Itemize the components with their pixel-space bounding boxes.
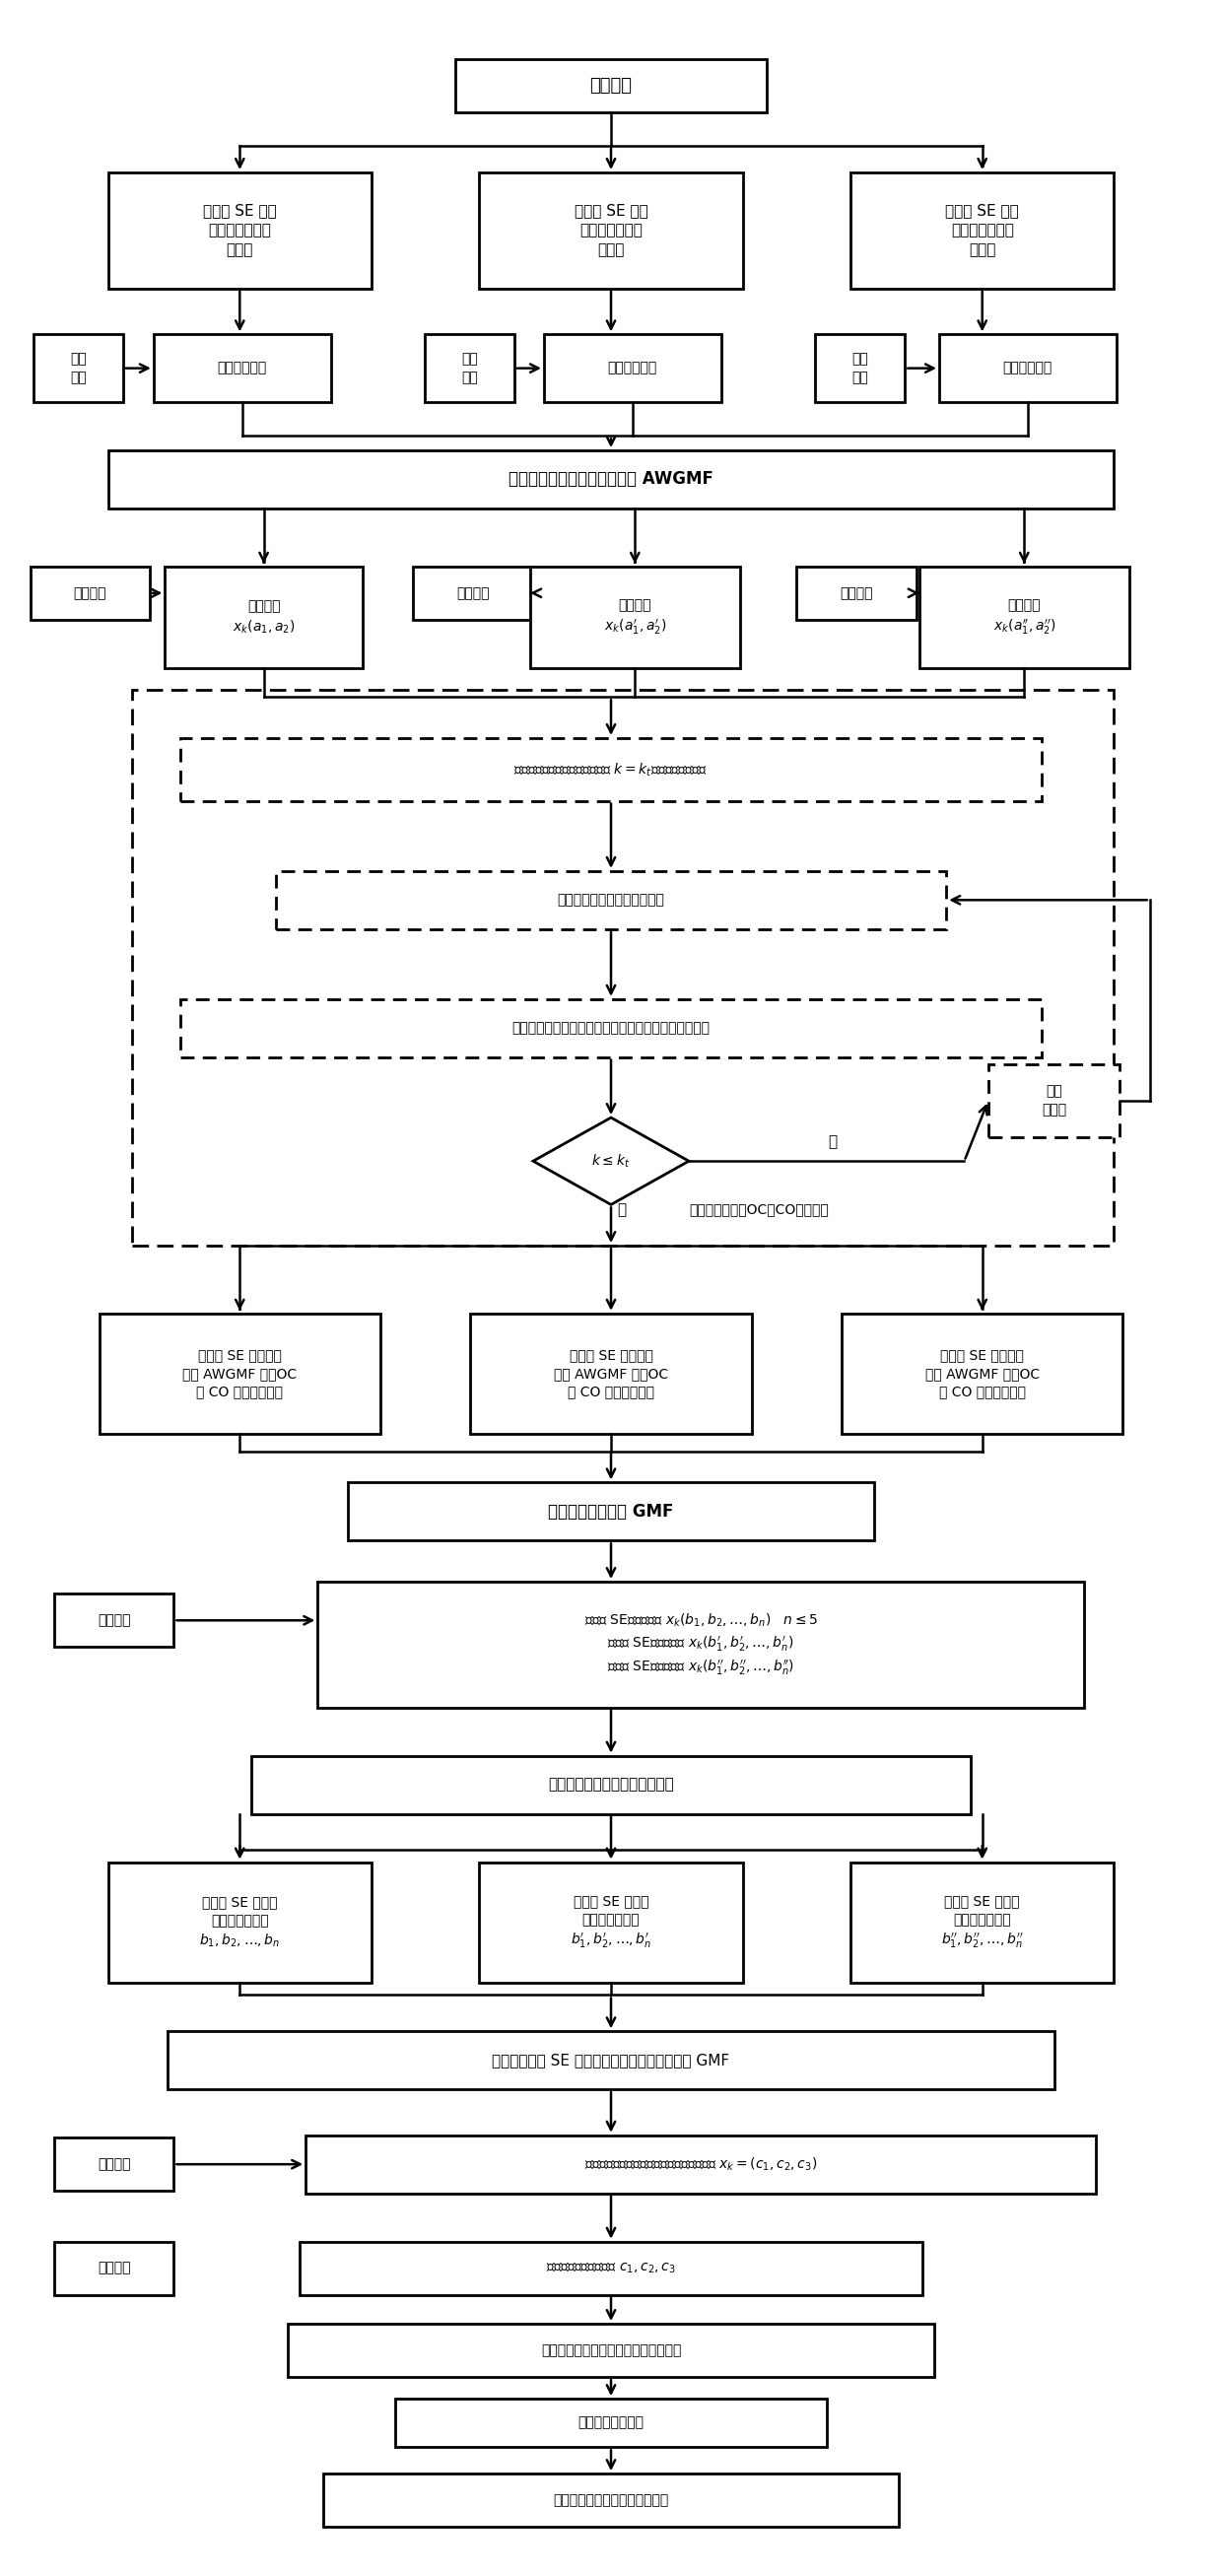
Polygon shape (533, 1118, 689, 1206)
Text: 频谱
峰度: 频谱 峰度 (70, 353, 87, 384)
Text: 频谱
峰度: 频谱 峰度 (852, 353, 869, 384)
Text: 最优尺度子集: 最优尺度子集 (607, 361, 657, 376)
Text: 三角形 SE 单一
尺度的平均形态
滤波器: 三角形 SE 单一 尺度的平均形态 滤波器 (203, 204, 276, 258)
Text: 特征频率分析，诊断压缩机故障: 特征频率分析，诊断压缩机故障 (554, 2494, 668, 2506)
Bar (276, 871, 946, 930)
Text: 频谱
峰度: 频谱 峰度 (462, 353, 478, 384)
Text: 希尔伯特包络解调: 希尔伯特包络解调 (578, 2416, 644, 2429)
Text: 基于单一形状单一最优尺度的 AWGMF: 基于单一形状单一最优尺度的 AWGMF (508, 471, 714, 489)
Text: 三角形 SE 多尺度
的最优权重系数
$b_1,b_2,\ldots,b_n$: 三角形 SE 多尺度 的最优权重系数 $b_1,b_2,\ldots,b_n$ (199, 1896, 280, 1950)
Text: 扁平形 SE 单一
尺度的平均形态
滤波器: 扁平形 SE 单一 尺度的平均形态 滤波器 (574, 204, 648, 258)
Bar (154, 335, 331, 402)
Bar (31, 567, 150, 621)
Text: $k\leq k_t$: $k\leq k_t$ (591, 1151, 631, 1170)
Text: 更新
信息素: 更新 信息素 (1041, 1084, 1067, 1115)
Bar (180, 999, 1042, 1056)
Text: 多形状的最优权重系数 $c_1,c_2,c_3$: 多形状的最优权重系数 $c_1,c_2,c_3$ (546, 2262, 676, 2275)
Text: 扁平形 SE 单一最优
尺度 AWGMF 中，OC
和 CO 最优权重系数: 扁平形 SE 单一最优 尺度 AWGMF 中，OC 和 CO 最优权重系数 (554, 1350, 668, 1399)
Text: 三角形 SE 单一最优
尺度 AWGMF 中，OC
和 CO 最优权重系数: 三角形 SE 单一最优 尺度 AWGMF 中，OC 和 CO 最优权重系数 (182, 1350, 297, 1399)
Text: 单一形状多尺度的 GMF: 单一形状多尺度的 GMF (549, 1502, 673, 1520)
Text: 综合不同形状 SE 构建多结构多尺度自适应加权 GMF: 综合不同形状 SE 构建多结构多尺度自适应加权 GMF (492, 2053, 730, 2069)
Text: 基于蚁群算法的多尺度加权寻优: 基于蚁群算法的多尺度加权寻优 (547, 1777, 675, 1793)
Text: 多结构多尺度最优加权广义形态滤波器: 多结构多尺度最优加权广义形态滤波器 (541, 2344, 681, 2357)
Text: 蚂蚁个体
$x_k(a_1,a_2)$: 蚂蚁个体 $x_k(a_1,a_2)$ (232, 600, 295, 636)
Text: 非最优个体按转移准则移动，最优个体按爬山算法移动: 非最优个体按转移准则移动，最优个体按爬山算法移动 (512, 1020, 710, 1036)
Text: 最优尺度子集: 最优尺度子集 (1003, 361, 1052, 376)
Text: 原始信号: 原始信号 (98, 2156, 131, 2172)
Bar (108, 173, 371, 289)
Bar (851, 1862, 1114, 1984)
Text: 最优尺度子集: 最优尺度子集 (218, 361, 266, 376)
Text: 半圆型 SE 多尺度
的最优权重系数
$b_1^{\prime\prime},b_2^{\prime\prime},\ldots,b_n^{\prime\pri: 半圆型 SE 多尺度 的最优权重系数 $b_1^{\prime\prime},b… (941, 1893, 1023, 1950)
Bar (530, 567, 739, 667)
Text: 原始信号: 原始信号 (73, 587, 106, 600)
Bar (54, 1595, 174, 1646)
Text: 根据适应度函数确定最优个体: 根据适应度函数确定最优个体 (557, 894, 665, 907)
Text: 半圆形 SE 单一最优
尺度 AWGMF 中，OC
和 CO 最优权重系数: 半圆形 SE 单一最优 尺度 AWGMF 中，OC 和 CO 最优权重系数 (925, 1350, 1040, 1399)
Bar (842, 1314, 1123, 1435)
Text: 原始信号: 原始信号 (98, 1613, 131, 1628)
Bar (180, 739, 1042, 801)
Text: 半圆形 SE 单一
尺度的平均形态
滤波器: 半圆形 SE 单一 尺度的平均形态 滤波器 (946, 204, 1019, 258)
Text: 原始信号: 原始信号 (590, 77, 632, 95)
Bar (544, 335, 721, 402)
Bar (425, 335, 514, 402)
Text: 原始信号: 原始信号 (457, 587, 490, 600)
Bar (851, 173, 1114, 289)
Bar (252, 1757, 970, 1814)
Text: 基于蚁群算法的OC和CO加权寻优: 基于蚁群算法的OC和CO加权寻优 (689, 1203, 829, 1216)
Bar (479, 173, 743, 289)
Bar (479, 1862, 743, 1984)
Bar (318, 1582, 1084, 1708)
Bar (324, 2473, 898, 2527)
Bar (797, 567, 916, 621)
Bar (347, 1484, 875, 1540)
Bar (456, 59, 766, 111)
Bar (287, 2324, 935, 2378)
Bar (306, 2136, 1096, 2192)
Bar (919, 567, 1129, 667)
Text: 基于蚁群算法的多形状加权寻优，蚂蚁个体 $x_k=(c_1,c_2,c_3)$: 基于蚁群算法的多形状加权寻优，蚂蚁个体 $x_k=(c_1,c_2,c_3)$ (584, 2156, 818, 2172)
Bar (165, 567, 363, 667)
Bar (99, 1314, 380, 1435)
Bar (132, 690, 1114, 1247)
Text: 初始化蚁群参数，设置循环次数 $k = k_t$，建立适应度函数: 初始化蚁群参数，设置循环次数 $k = k_t$，建立适应度函数 (514, 760, 708, 778)
Bar (54, 2138, 174, 2190)
Bar (413, 567, 533, 621)
Bar (33, 335, 123, 402)
Text: 蚂蚁个体
$x_k(a_1^{\prime\prime},a_2^{\prime\prime})$: 蚂蚁个体 $x_k(a_1^{\prime\prime},a_2^{\prime… (993, 598, 1056, 636)
Bar (470, 1314, 752, 1435)
Text: 扁平形 SE 多尺度
的最优权重系数
$b_1^{\prime},b_2^{\prime},\ldots,b_n^{\prime}$: 扁平形 SE 多尺度 的最优权重系数 $b_1^{\prime},b_2^{\p… (571, 1893, 651, 1950)
Bar (299, 2241, 923, 2295)
Text: 蚂蚁个体
$x_k(a_1^{\prime},a_2^{\prime})$: 蚂蚁个体 $x_k(a_1^{\prime},a_2^{\prime})$ (604, 598, 666, 636)
Bar (108, 1862, 371, 1984)
Text: 否: 否 (617, 1203, 626, 1216)
Bar (54, 2241, 174, 2295)
Bar (396, 2398, 826, 2447)
Bar (108, 451, 1114, 507)
Text: 是: 是 (829, 1133, 837, 1149)
Bar (940, 335, 1117, 402)
Bar (989, 1064, 1119, 1136)
Text: 三角形 SE：蚂蚁个体 $x_k(b_1,b_2,\ldots,b_n)$   $n\leq5$
扁平形 SE：蚂蚁个体 $x_k(b_1^{\prime},b: 三角形 SE：蚂蚁个体 $x_k(b_1,b_2,\ldots,b_n)$ $n… (584, 1613, 818, 1677)
Text: 原始信号: 原始信号 (98, 2262, 131, 2275)
Bar (167, 2032, 1055, 2089)
Bar (815, 335, 906, 402)
Text: 原始信号: 原始信号 (840, 587, 873, 600)
